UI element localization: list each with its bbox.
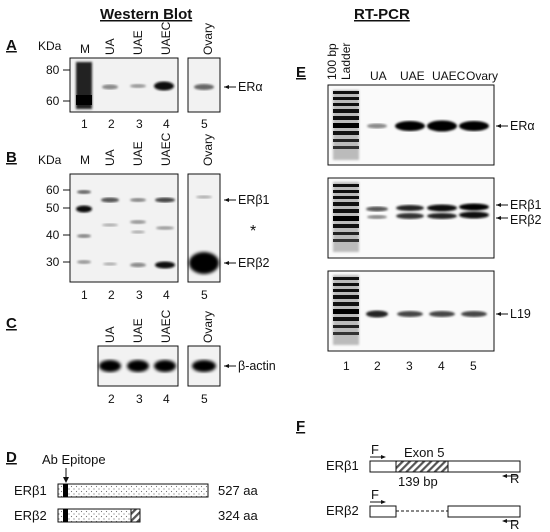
panel-b-lane-ovary: Ovary	[201, 134, 215, 166]
panel-a-lane-uae: UAE	[131, 30, 145, 55]
panel-e-gel-era-label: ERα	[510, 119, 535, 133]
panel-d-erb2-bar	[57, 508, 141, 523]
panel-a-lane-ovary: Ovary	[201, 23, 215, 55]
panel-b-lane-uae: UAE	[131, 141, 145, 166]
panel-b-lane-number-4: 4	[163, 288, 170, 302]
panel-c-lane-number-3: 3	[136, 392, 143, 406]
panel-b-star-label: *	[250, 223, 256, 240]
panel-c-lane-uae: UAE	[131, 318, 145, 343]
panel-e-gel-era-ladder	[333, 90, 359, 160]
panel-f-erb1-rev-label: R	[510, 471, 519, 486]
panel-c: C UA UAE UAEC Ovary β-actin 2 3 4 5	[6, 309, 276, 406]
panel-b-marker-30: 30	[46, 255, 60, 269]
panel-e-lane-number-1: 1	[343, 359, 350, 373]
panel-c-lane-number-5: 5	[201, 392, 208, 406]
panel-e: E 100 bp Ladder UA UAE UAEC Ovary ERα	[296, 43, 542, 373]
panel-f-erb1-fwd-label: F	[371, 442, 379, 457]
panel-c-lane-ovary: Ovary	[201, 311, 215, 343]
panel-a-lane-number-5: 5	[201, 117, 208, 131]
panel-b-target-erb2-label: ERβ2	[238, 256, 270, 270]
panel-b-lane-number-3: 3	[136, 288, 143, 302]
panel-d-letter: D	[6, 449, 17, 466]
panel-b-letter: B	[6, 149, 17, 166]
panel-e-gel-erb2-label: ERβ2	[510, 213, 542, 227]
panel-b-marker-40: 40	[46, 228, 60, 242]
panel-a-marker-80: 80	[46, 63, 60, 77]
panel-f-erb2-name: ERβ2	[326, 503, 359, 518]
panel-a-lane-uaec: UAEC	[159, 21, 173, 55]
panel-b: B KDa M UA UAE UAEC Ovary 60 50 40 30	[6, 132, 270, 302]
panel-b-marker-60: 60	[46, 183, 60, 197]
panel-a-lane-m: M	[80, 42, 90, 56]
panel-e-ladder-label-line1: 100 bp	[325, 43, 339, 80]
panel-a: A KDa 80 60 M UA UAE UAEC Ovary ERα 1 2 …	[6, 21, 263, 131]
panel-e-gel-l19-ladder	[333, 275, 359, 345]
panel-d: D Ab Epitope ERβ1 527 aa ERβ2 324 aa	[6, 449, 259, 523]
panel-c-lane-uaec: UAEC	[159, 309, 173, 343]
panel-d-epitope-label: Ab Epitope	[42, 452, 106, 467]
panel-c-lane-ua: UA	[103, 326, 117, 343]
rt-pcr-title: RT-PCR	[354, 6, 410, 23]
panel-e-lane-number-5: 5	[470, 359, 477, 373]
panel-b-lane-number-5: 5	[201, 288, 208, 302]
panel-e-ladder-label-line2: Ladder	[339, 43, 353, 80]
panel-f-exon-label: Exon 5	[404, 445, 444, 460]
panel-b-lane-uaec: UAEC	[159, 132, 173, 166]
panel-b-lane-m: M	[80, 153, 90, 167]
panel-a-lane-ua: UA	[103, 38, 117, 55]
panel-a-lane-number-4: 4	[163, 117, 170, 131]
panel-e-gel-l19-label: L19	[510, 307, 531, 321]
panel-e-lane-number-3: 3	[406, 359, 413, 373]
panel-e-lane-number-2: 2	[374, 359, 381, 373]
panel-d-erb2-length: 324 aa	[218, 508, 259, 523]
panel-c-lane-number-4: 4	[163, 392, 170, 406]
panel-d-erb1-length: 527 aa	[218, 483, 259, 498]
panel-f-erb2-rev-label: R	[510, 517, 519, 532]
panel-e-lane-uae: UAE	[400, 69, 425, 83]
panel-b-lane-number-2: 2	[108, 288, 115, 302]
panel-d-erb1-bar	[57, 483, 209, 498]
panel-e-lane-ua: UA	[370, 69, 387, 83]
panel-b-marker-50: 50	[46, 201, 60, 215]
panel-e-lane-ovary: Ovary	[466, 69, 498, 83]
panel-e-gel-erb-ladder	[333, 182, 359, 252]
panel-a-letter: A	[6, 37, 17, 54]
panel-e-letter: E	[296, 64, 306, 81]
western-blot-title: Western Blot	[100, 6, 192, 23]
panel-a-lane-number-3: 3	[136, 117, 143, 131]
panel-a-lane-number-2: 2	[108, 117, 115, 131]
panel-c-lane-number-2: 2	[108, 392, 115, 406]
panel-f: F ERβ1 Exon 5 139 bp F R ERβ2 F R	[296, 418, 521, 532]
panel-b-lane-ua: UA	[103, 149, 117, 166]
panel-d-erb2-name: ERβ2	[14, 508, 47, 523]
panel-a-lane-number-1: 1	[81, 117, 88, 131]
panel-b-kda-label: KDa	[38, 153, 62, 167]
panel-f-erb1-name: ERβ1	[326, 458, 359, 473]
panel-b-target-erb1-label: ERβ1	[238, 193, 270, 207]
panel-f-exon5-box	[395, 460, 449, 473]
panel-f-letter: F	[296, 418, 305, 435]
panel-d-erb1-name: ERβ1	[14, 483, 47, 498]
panel-c-letter: C	[6, 315, 17, 332]
panel-f-erb2-left-exon	[369, 505, 397, 518]
panel-a-marker-60: 60	[46, 94, 60, 108]
panel-e-lane-number-4: 4	[438, 359, 445, 373]
panel-f-erb2-fwd-label: F	[371, 487, 379, 502]
panel-a-kda-label: KDa	[38, 39, 62, 53]
panel-f-erb2-right-exon	[447, 505, 521, 518]
panel-c-target-label: β-actin	[238, 359, 276, 373]
panel-e-gel-erb1-label: ERβ1	[510, 198, 542, 212]
panel-b-lane-number-1: 1	[81, 288, 88, 302]
panel-f-bp-label: 139 bp	[398, 474, 438, 489]
panel-a-target-label: ERα	[238, 80, 263, 94]
panel-e-lane-uaec: UAEC	[432, 69, 466, 83]
